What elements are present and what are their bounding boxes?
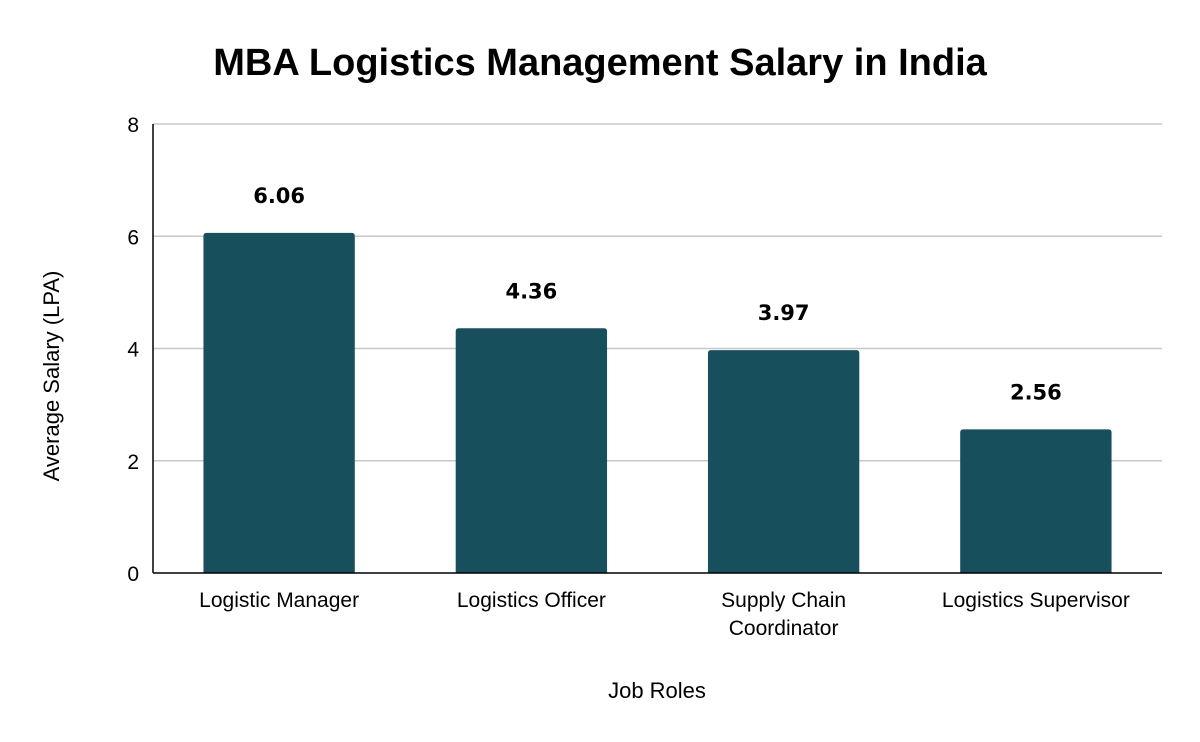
x-category-label: Logistic Manager — [199, 589, 359, 612]
bar — [203, 232, 355, 573]
x-category-label: Logistics Supervisor — [942, 589, 1130, 612]
x-axis-categories: Logistic Manager Logistics Officer Supply … — [199, 589, 1130, 640]
bar — [707, 350, 860, 573]
data-labels: 6.06 4.36 3.97 2.56 — [253, 184, 1062, 404]
bars — [203, 232, 1112, 573]
y-tick-label: 4 — [127, 339, 139, 362]
x-category-label-line: Coordinator — [729, 617, 839, 640]
y-tick-label: 0 — [127, 563, 139, 586]
x-category-label: Supply Chain Coordinator — [721, 589, 846, 640]
x-category-label-line: Logistics Officer — [457, 589, 606, 612]
y-axis-ticks: 0 2 4 6 8 — [127, 114, 139, 586]
y-axis-title: Average Salary (LPA) — [39, 271, 64, 482]
bar-value-label: 6.06 — [253, 184, 305, 208]
x-axis-title: Job Roles — [608, 678, 706, 703]
bar — [455, 328, 608, 573]
y-tick-label: 6 — [127, 226, 139, 249]
y-tick-label: 8 — [127, 114, 139, 137]
chart-title: MBA Logistics Management Salary in India — [213, 42, 987, 84]
bar-value-label: 2.56 — [1010, 380, 1062, 404]
x-category-label-line: Supply Chain — [721, 589, 846, 612]
x-category-label-line: Logistics Supervisor — [942, 589, 1130, 612]
x-category-label-line: Logistic Manager — [199, 589, 359, 612]
x-category-label: Logistics Officer — [457, 589, 606, 612]
bar-value-label: 4.36 — [505, 279, 557, 303]
bar-value-label: 3.97 — [758, 301, 810, 325]
bar — [960, 429, 1112, 573]
y-tick-label: 2 — [127, 451, 139, 474]
